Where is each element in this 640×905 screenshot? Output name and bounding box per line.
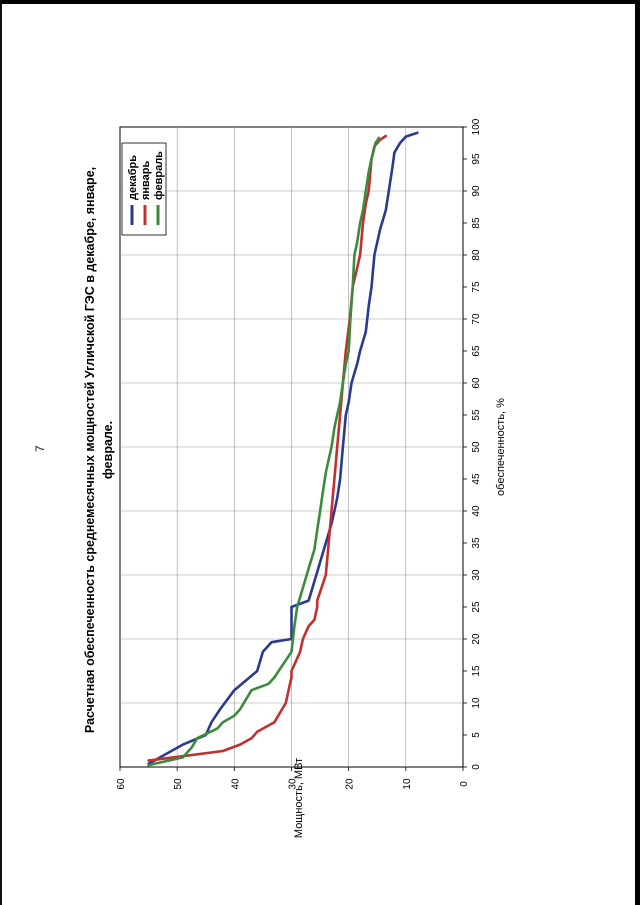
- x-tick-label-30: 30: [471, 569, 482, 581]
- x-tick-label-95: 95: [471, 153, 482, 165]
- x-tick-label-10: 10: [471, 697, 482, 709]
- x-tick-labels: 0 5 10 15 20 25 30 35 40 45 50 55 60 65 70 75 80 85 90 95 10…: [471, 118, 482, 770]
- x-tick-label-100: 100: [471, 118, 482, 135]
- x-tick-label-45: 45: [471, 473, 482, 485]
- chart-title-group: Расчетная обеспеченность среднемесячных …: [83, 167, 115, 733]
- legend-label-январь: январь: [140, 160, 152, 200]
- y-tick-label-40: 40: [230, 778, 241, 790]
- series-layer: [147, 131, 419, 767]
- x-tick-label-20: 20: [471, 633, 482, 645]
- series-line-февраль: [147, 136, 381, 767]
- chart-title-line2: феврале.: [101, 421, 115, 479]
- x-tick-label-80: 80: [471, 249, 482, 261]
- series-line-январь: [147, 134, 388, 762]
- x-tick-label-65: 65: [471, 345, 482, 357]
- y-tick-label-0: 0: [459, 781, 470, 787]
- x-tick-label-70: 70: [471, 313, 482, 325]
- legend-label-февраль: февраль: [153, 151, 165, 200]
- scan-border-right: [635, 0, 640, 905]
- scan-border-top: [0, 0, 640, 4]
- x-tick-label-50: 50: [471, 441, 482, 453]
- legend-label-декабрь: декабрь: [127, 155, 139, 200]
- x-tick-label-55: 55: [471, 409, 482, 421]
- legend: декабрь январь февраль: [121, 142, 167, 236]
- x-tick-label-0: 0: [471, 764, 482, 770]
- y-tick-label-50: 50: [173, 778, 184, 790]
- y-axis-label: Мощность, МВт: [293, 758, 305, 838]
- gridlines: [119, 126, 467, 771]
- x-tick-label-25: 25: [471, 601, 482, 613]
- x-axis-label: обеспеченность, %: [495, 398, 507, 496]
- y-tick-label-20: 20: [345, 778, 356, 790]
- x-tick-label-35: 35: [471, 537, 482, 549]
- scan-border-left: [0, 0, 2, 905]
- x-tick-label-40: 40: [471, 505, 482, 517]
- x-tick-label-75: 75: [471, 281, 482, 293]
- series-line-декабрь: [147, 131, 419, 766]
- y-tick-label-30: 30: [288, 778, 299, 790]
- x-tick-label-85: 85: [471, 217, 482, 229]
- chart-title-line1: Расчетная обеспеченность среднемесячных …: [83, 167, 97, 733]
- x-tick-label-60: 60: [471, 377, 482, 389]
- x-tick-label-90: 90: [471, 185, 482, 197]
- y-tick-label-10: 10: [402, 778, 413, 790]
- x-tick-label-5: 5: [471, 732, 482, 738]
- y-tick-label-60: 60: [116, 778, 127, 790]
- x-tick-label-15: 15: [471, 665, 482, 677]
- y-tick-labels: 0 10 20 30 40 50 60: [116, 778, 470, 790]
